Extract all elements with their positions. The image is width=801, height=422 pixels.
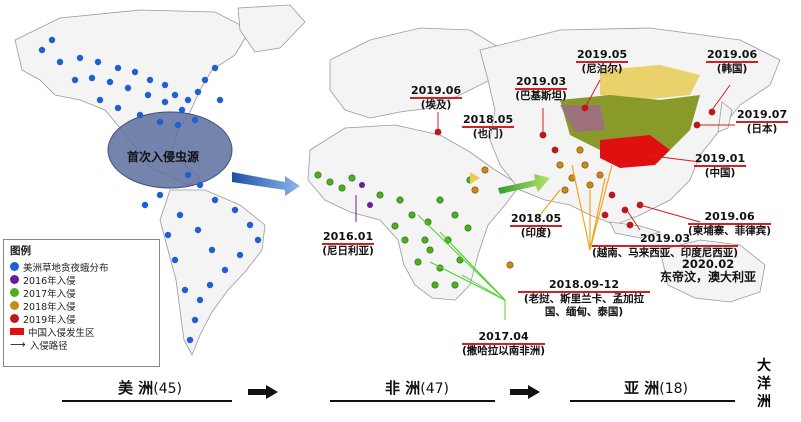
label-india: 2018.05 (印度) [510, 212, 563, 239]
leader-lines-red [437, 79, 735, 231]
indonesia-landmass [609, 221, 662, 239]
origin-ellipse [107, 111, 233, 189]
legend-item-2019: 2019年入侵 [10, 312, 159, 326]
legend-title: 图例 [10, 245, 31, 257]
legend-item-2016: 2016年入侵 [10, 273, 159, 287]
label-korea: 2019.06 (韩国) [706, 48, 759, 75]
leader-lines-green [417, 214, 506, 320]
tibet-region [560, 105, 605, 132]
americas-distribution-dots [38, 36, 262, 344]
legend-item-2017: 2017年入侵 [10, 286, 159, 300]
label-egypt: 2019.06 (埃及) [410, 84, 463, 111]
legend-item-path: ⟶ 入侵路径 [10, 338, 68, 352]
arrow-icon: ⟶ [10, 338, 26, 351]
label-china: 2019.01 (中国) [694, 152, 747, 179]
arrow-icon-1 [248, 385, 278, 399]
africa-underline [330, 400, 495, 402]
label-japan: 2019.07 (日本) [736, 108, 789, 135]
leader-lines-orange [539, 164, 613, 251]
label-pakistan: 2019.03 (巴基斯坦) [515, 75, 568, 102]
greenland-landmass [237, 4, 306, 53]
origin-label: 首次入侵虫源 [126, 150, 199, 164]
label-nepal: 2019.05 (尼泊尔) [576, 48, 629, 75]
legend-item-china-area: 中国入侵发生区 [10, 325, 159, 339]
arrow-icon-2 [510, 385, 540, 399]
mongolia-region [600, 65, 700, 100]
label-subsahara: 2017.04 (撒哈拉以南非洲) [462, 330, 546, 357]
asia-2019-dots [434, 104, 716, 229]
south-america-landmass [159, 189, 266, 356]
label-nigeria: 2016.01 (尼日利亚) [322, 230, 375, 257]
map-legend: 图例 美洲草地贪夜蛾分布 2016年入侵 2017年入侵 2018年入侵 201… [3, 239, 160, 367]
continent-americas: 美 洲(45) [118, 379, 182, 397]
asia-2018-dots [471, 146, 604, 269]
legend-item-americas: 美洲草地贪夜蛾分布 [10, 260, 159, 274]
path-arrow-yemen-india [470, 172, 480, 184]
africa-2016-dots [359, 182, 373, 208]
continent-oceania: 大洋洲 [757, 358, 771, 410]
americas-underline [62, 400, 232, 402]
path-arrow-africa-asia [498, 174, 550, 194]
label-timor: 2020.02 东帝汶，澳大利亚 [660, 257, 757, 284]
label-cambodia: 2019.06 (柬埔寨、菲律宾) [688, 210, 772, 237]
path-arrow-americas-africa [232, 172, 300, 196]
africa-2017-dots [314, 171, 474, 289]
label-yemen: 2018.05 (也门) [462, 113, 515, 140]
europe-landmass [329, 27, 501, 119]
legend-item-2018: 2018年入侵 [10, 299, 159, 313]
label-laos: 2018.09-12 (老挝、斯里兰卡、孟加拉国、缅甸、泰国) [518, 278, 650, 319]
continent-africa: 非 洲(47) [385, 379, 449, 397]
china-occurrence-area [600, 135, 670, 168]
continent-asia: 亚 洲(18) [624, 379, 688, 397]
asia-underline [570, 400, 735, 402]
australia-landmass [659, 239, 766, 303]
label-vietnam: 2019.03 (越南、马来西亚、印度尼西亚) [592, 232, 739, 259]
